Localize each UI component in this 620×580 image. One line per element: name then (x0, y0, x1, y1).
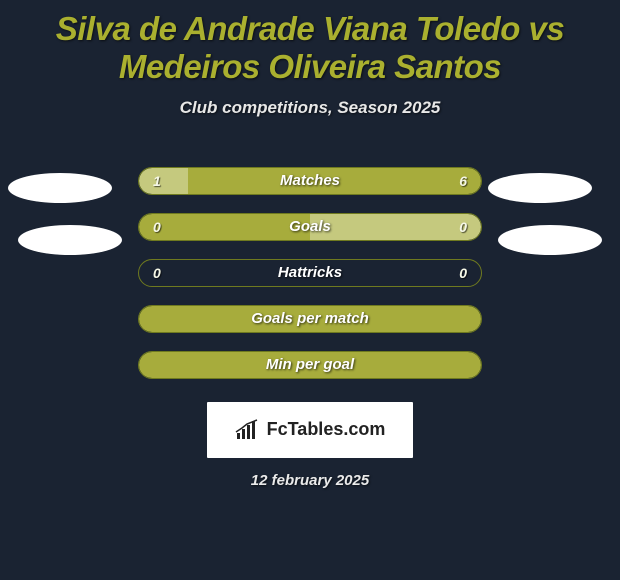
stat-left-value: 1 (153, 168, 161, 194)
stat-row: Goals per match (0, 296, 620, 342)
stat-right-value: 6 (459, 168, 467, 194)
comparison-title: Silva de Andrade Viana Toledo vs Medeiro… (0, 0, 620, 86)
logo-text: FcTables.com (267, 419, 386, 440)
stat-bar: 16Matches (138, 167, 482, 195)
stat-bar: Goals per match (138, 305, 482, 333)
stat-right-value: 0 (459, 260, 467, 286)
stat-bar: 0 0Hattricks (138, 259, 482, 287)
player-photo-placeholder (8, 173, 112, 203)
stat-row: 0 0Hattricks (0, 250, 620, 296)
stat-left-value: 0 (153, 260, 161, 286)
comparison-subtitle: Club competitions, Season 2025 (0, 98, 620, 118)
player-photo-placeholder (18, 225, 122, 255)
player-photo-placeholder (498, 225, 602, 255)
snapshot-date: 12 february 2025 (0, 472, 620, 489)
stat-row: Min per goal (0, 342, 620, 388)
logo-box: FcTables.com (207, 402, 413, 458)
stat-right-value: 0 (459, 214, 467, 240)
bar-chart-icon (235, 419, 261, 441)
stat-label: Hattricks (139, 260, 481, 286)
stat-bar: Min per goal (138, 351, 482, 379)
stat-left-value: 0 (153, 214, 161, 240)
player-photo-placeholder (488, 173, 592, 203)
stat-bar: 00Goals (138, 213, 482, 241)
